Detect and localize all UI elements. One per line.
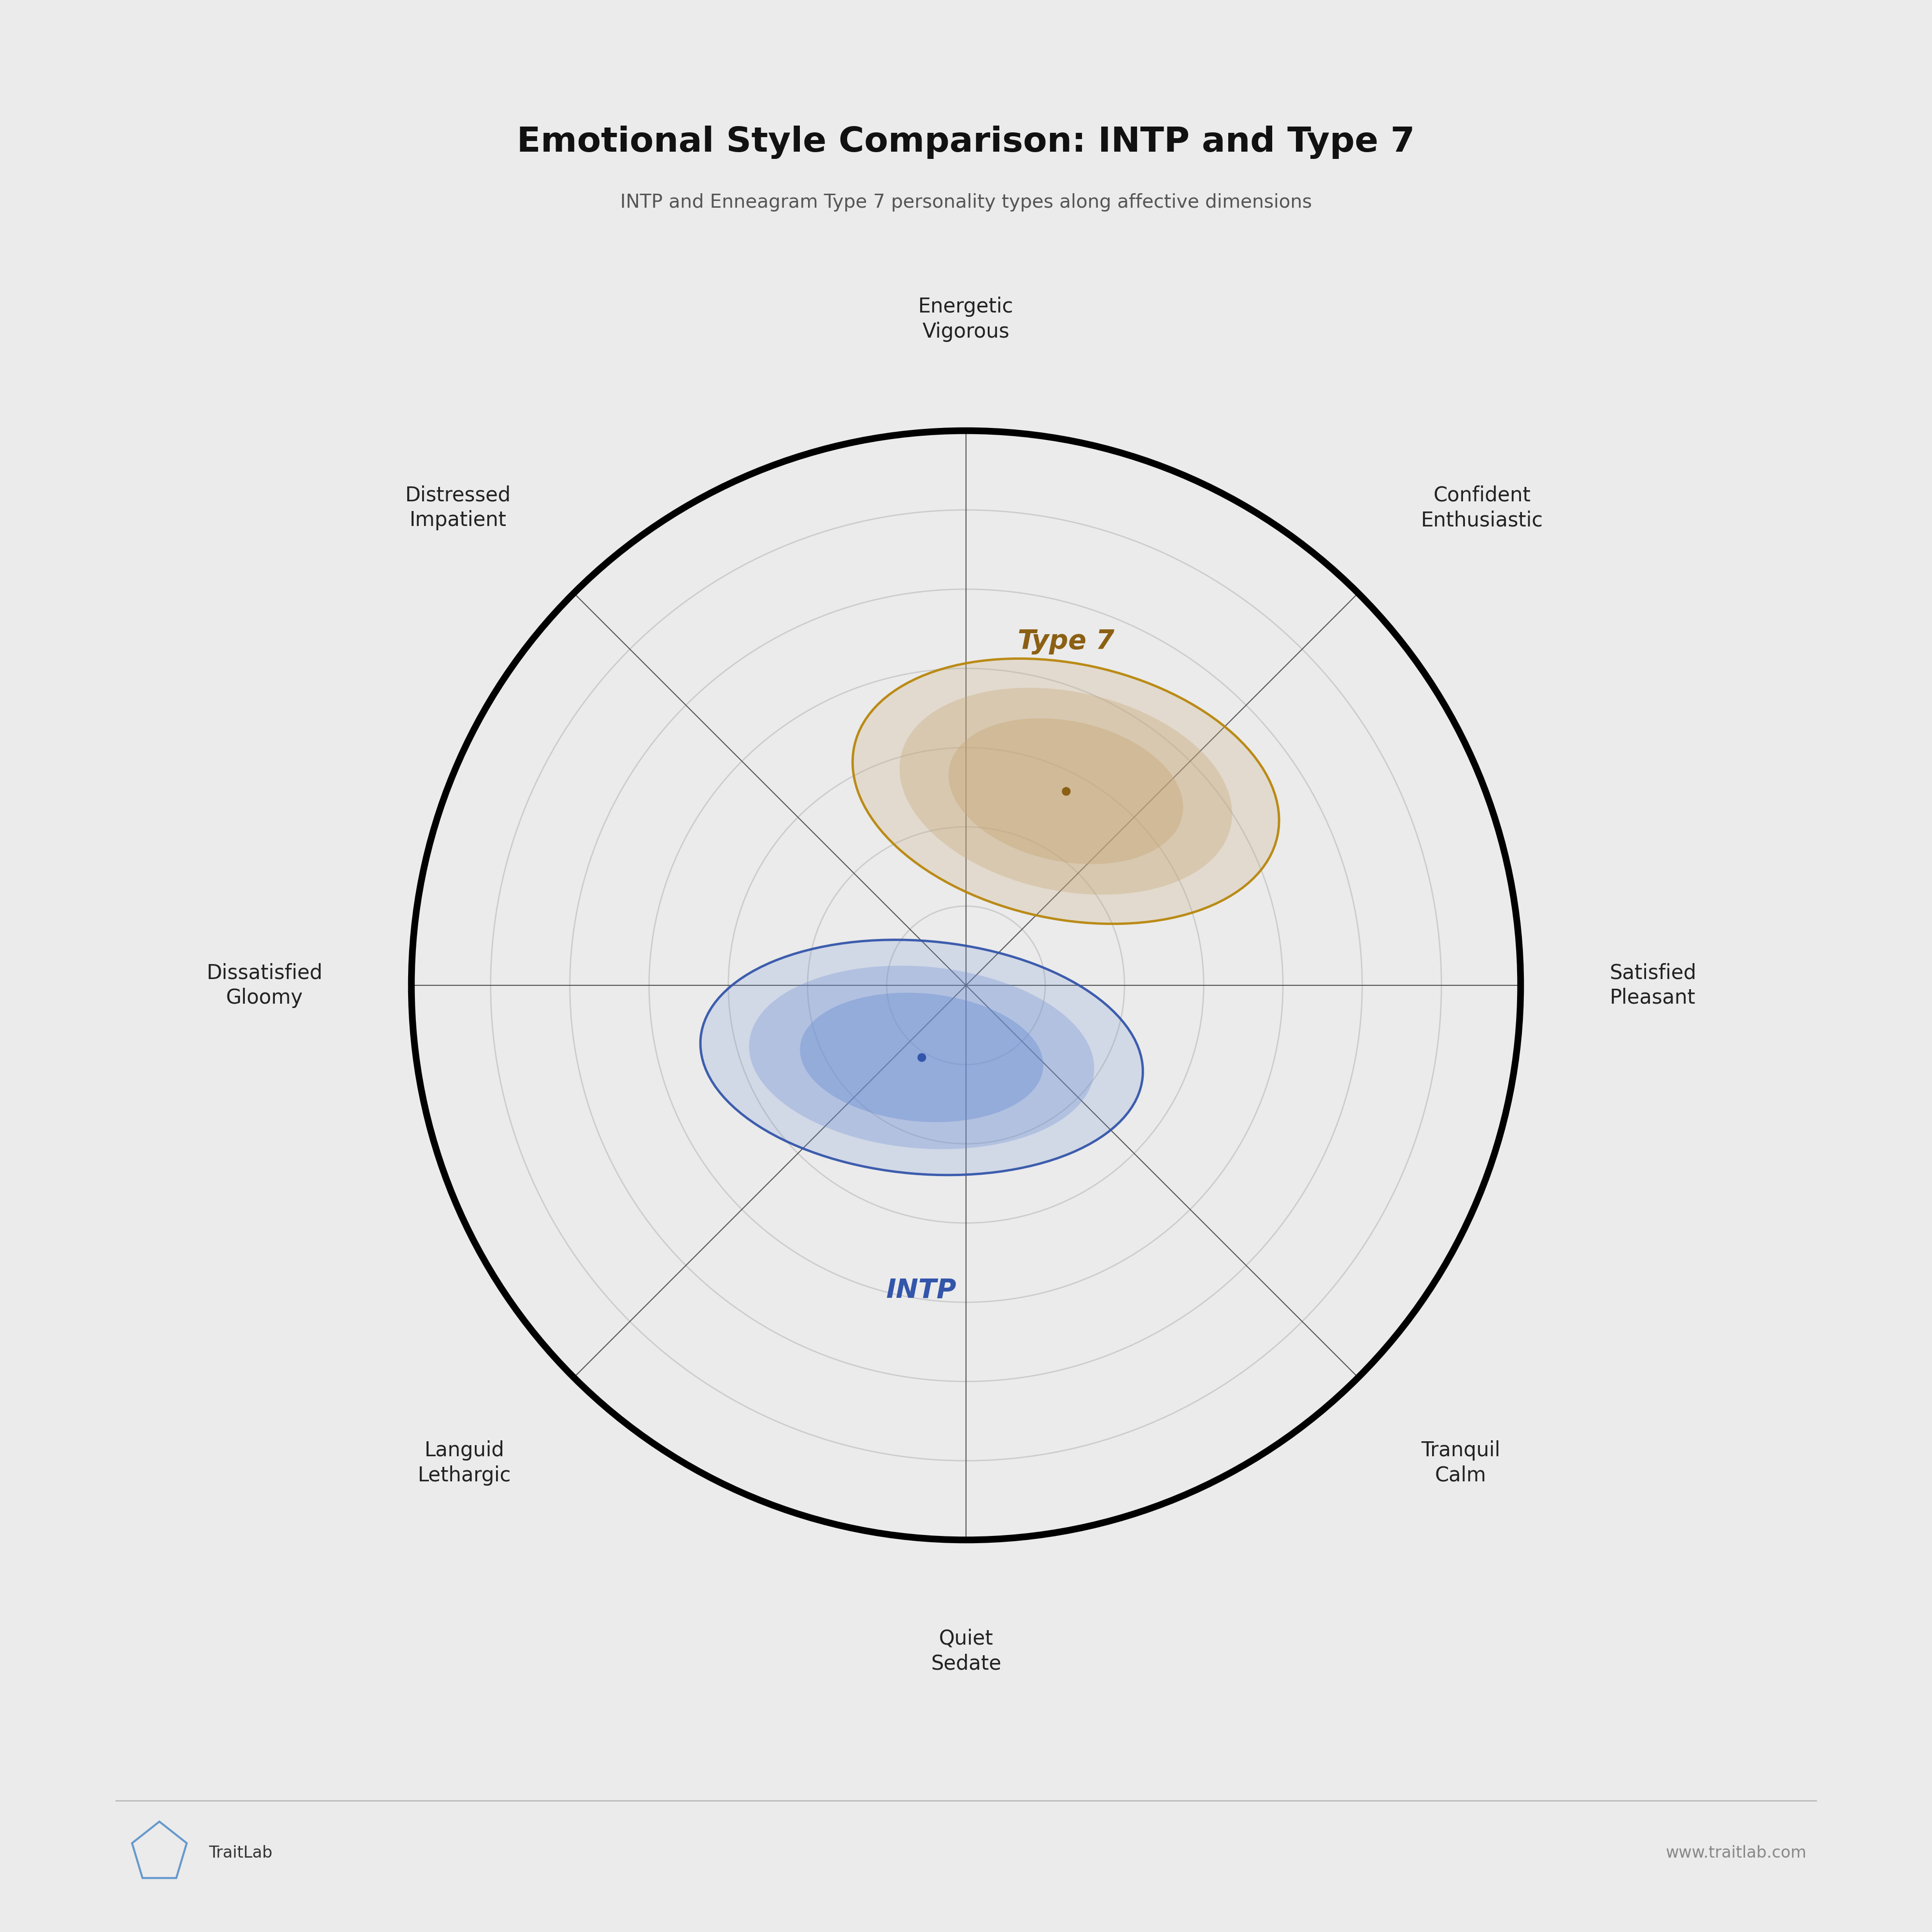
Text: TraitLab: TraitLab	[209, 1845, 272, 1861]
Ellipse shape	[800, 993, 1043, 1122]
Text: INTP: INTP	[887, 1277, 956, 1304]
Text: Tranquil
Calm: Tranquil Calm	[1420, 1439, 1499, 1486]
Text: Dissatisfied
Gloomy: Dissatisfied Gloomy	[207, 962, 323, 1009]
Text: Quiet
Sedate: Quiet Sedate	[931, 1629, 1001, 1673]
Ellipse shape	[852, 659, 1279, 923]
Ellipse shape	[949, 719, 1182, 864]
Text: Distressed
Impatient: Distressed Impatient	[406, 485, 512, 531]
Text: Emotional Style Comparison: INTP and Type 7: Emotional Style Comparison: INTP and Typ…	[518, 126, 1414, 158]
Text: Languid
Lethargic: Languid Lethargic	[417, 1439, 512, 1486]
Text: INTP and Enneagram Type 7 personality types along affective dimensions: INTP and Enneagram Type 7 personality ty…	[620, 193, 1312, 211]
Text: Confident
Enthusiastic: Confident Enthusiastic	[1420, 485, 1544, 531]
Text: Energetic
Vigorous: Energetic Vigorous	[918, 298, 1014, 342]
Text: Type 7: Type 7	[1018, 628, 1115, 655]
Ellipse shape	[750, 966, 1094, 1150]
Text: Satisfied
Pleasant: Satisfied Pleasant	[1609, 962, 1696, 1009]
Ellipse shape	[701, 939, 1144, 1175]
Ellipse shape	[900, 688, 1233, 895]
Text: www.traitlab.com: www.traitlab.com	[1665, 1845, 1806, 1861]
